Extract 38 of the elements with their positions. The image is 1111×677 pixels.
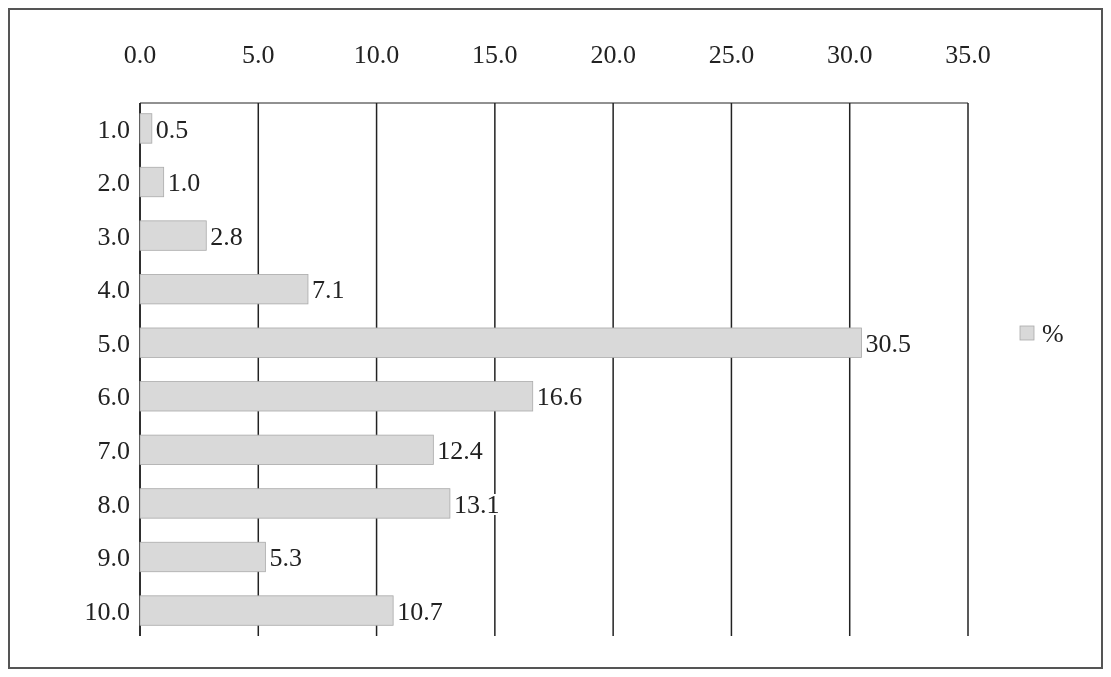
x-tick-label: 15.0 (472, 40, 518, 69)
bar (139, 434, 434, 465)
y-tick-label: 6.0 (97, 382, 130, 412)
y-tick-label: 2.0 (97, 168, 130, 198)
x-tick-label: 20.0 (590, 40, 636, 69)
x-tick-label: 5.0 (242, 40, 275, 69)
data-label: 10.7 (397, 596, 443, 626)
y-tick-label: 9.0 (97, 543, 130, 573)
y-tick-label: 5.0 (97, 328, 130, 358)
data-label: 5.3 (269, 543, 302, 573)
y-tick-label: 10.0 (84, 596, 130, 626)
data-label: 30.5 (865, 328, 912, 358)
x-tick-label: 10.0 (353, 40, 400, 69)
bar (139, 541, 266, 573)
data-label: 7.1 (311, 275, 345, 305)
data-label: 16.6 (536, 382, 583, 412)
bar (139, 113, 153, 144)
y-tick-label: 8.0 (97, 489, 130, 519)
y-tick-label: 3.0 (97, 221, 130, 251)
x-tick-label: 25.0 (708, 40, 755, 69)
x-tick-label: 35.0 (945, 40, 991, 69)
x-tick-label: 0.0 (123, 40, 157, 69)
data-label: 12.4 (437, 435, 483, 465)
x-tick-label: 30.0 (826, 40, 873, 69)
bar (139, 488, 451, 519)
data-label: 0.5 (155, 114, 189, 144)
bar (139, 327, 862, 358)
bar (139, 595, 394, 626)
bar (139, 381, 534, 412)
y-tick-label: 7.0 (97, 435, 130, 465)
y-tick-label: 1.0 (97, 114, 130, 144)
data-label: 2.8 (210, 221, 243, 251)
legend-label: % (1042, 319, 1064, 349)
data-label: 1.0 (167, 168, 201, 198)
bar (139, 274, 309, 305)
bar (139, 220, 207, 251)
bar (139, 166, 165, 198)
y-tick-label: 4.0 (97, 275, 130, 305)
